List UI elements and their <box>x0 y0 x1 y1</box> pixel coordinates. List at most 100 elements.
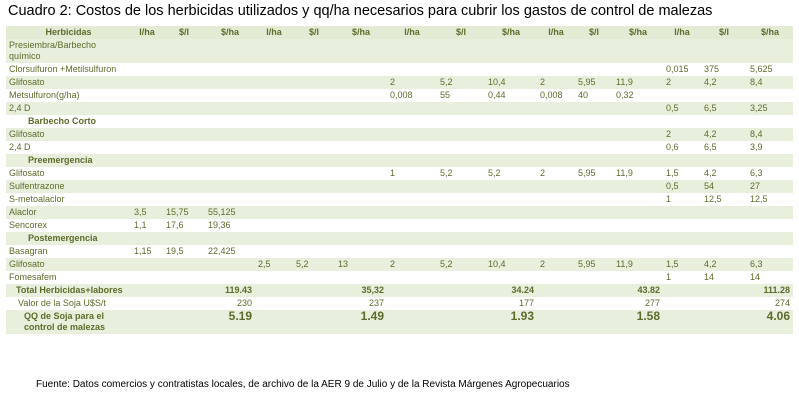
cell <box>701 297 747 310</box>
cell: 11,9 <box>616 259 633 269</box>
cell: 111.28 <box>763 285 790 295</box>
cell: 10,4 <box>488 259 506 269</box>
cell: 1.58 <box>636 310 660 323</box>
row-label: QQ de Soja para el control de malezas <box>24 311 106 332</box>
cell: 277 <box>644 298 660 308</box>
cell: 54 <box>704 181 715 191</box>
cell: 1 <box>666 272 672 282</box>
cell <box>537 310 575 334</box>
cell <box>293 167 335 180</box>
cell <box>537 284 575 297</box>
header-cell: l/ha <box>387 26 437 39</box>
cell <box>255 206 293 219</box>
cell <box>613 39 663 63</box>
cell <box>537 297 575 310</box>
cell <box>131 141 163 154</box>
cell: 27 <box>750 181 761 191</box>
cell <box>485 245 537 258</box>
cell: 2 <box>540 168 546 178</box>
header-cell: $/l <box>293 26 335 39</box>
cell <box>131 39 163 63</box>
cell <box>255 310 293 334</box>
row-label: Metsulfuron(g/ha) <box>9 90 80 100</box>
cell <box>293 271 335 284</box>
cell <box>575 206 613 219</box>
cell <box>131 76 163 89</box>
cell <box>437 63 485 76</box>
cell: 3,5 <box>134 207 147 217</box>
cell <box>163 89 205 102</box>
row-label: Basagran <box>9 246 48 256</box>
cell <box>293 63 335 76</box>
cell <box>663 206 701 219</box>
cell: 0,44 <box>488 90 506 100</box>
cell <box>163 193 205 206</box>
cell <box>131 180 163 193</box>
table-row: Sencorex 1,1 17,6 19,36 <box>6 219 793 232</box>
row-label: Glifosato <box>9 168 45 178</box>
header-cell: $/l <box>163 26 205 39</box>
cell: 119.43 <box>224 285 252 295</box>
row-label: Sulfentrazone <box>9 181 65 191</box>
cell <box>293 141 335 154</box>
cell <box>335 180 387 193</box>
cell <box>387 193 437 206</box>
cell <box>131 63 163 76</box>
cell <box>537 128 575 141</box>
cell <box>613 63 663 76</box>
row-label: Presiembra/Barbecho químico <box>9 40 97 61</box>
cell <box>613 219 663 232</box>
cell <box>485 219 537 232</box>
cell <box>131 297 163 310</box>
cell <box>335 206 387 219</box>
cell <box>335 63 387 76</box>
cell <box>205 271 255 284</box>
cell: 5,95 <box>578 168 596 178</box>
cell <box>575 310 613 334</box>
cell: 0,008 <box>390 90 413 100</box>
cell: 5,2 <box>440 77 453 87</box>
cell <box>205 102 255 115</box>
cell <box>293 39 335 63</box>
cell <box>163 180 205 193</box>
cell: 2 <box>666 77 672 87</box>
cell <box>485 193 537 206</box>
cell <box>163 167 205 180</box>
cell <box>335 76 387 89</box>
cell <box>335 271 387 284</box>
table-row: Clorsulfuron +Metilsulfuron 0,015 375 5,625 <box>6 63 793 76</box>
cell: 1,1 <box>134 220 147 230</box>
table-body: Presiembra/Barbecho químico Clorsulfuron … <box>6 39 793 334</box>
cell <box>575 128 613 141</box>
table-row: Glifosato 2,5 5,2 13 2 5,2 10,4 2 5,95 11,9 1,5 4,2… <box>6 258 793 271</box>
cell <box>485 102 537 115</box>
cell <box>163 39 205 63</box>
cell <box>335 245 387 258</box>
header-cell: $/ha <box>205 26 255 39</box>
cell <box>613 180 663 193</box>
cell: 14 <box>750 272 761 282</box>
cell <box>701 89 747 102</box>
cell: 17,6 <box>166 220 184 230</box>
header-cell: l/ha <box>255 26 293 39</box>
cell <box>205 180 255 193</box>
cell <box>255 63 293 76</box>
cell <box>575 271 613 284</box>
cell: 5.19 <box>228 310 252 323</box>
cell <box>131 284 163 297</box>
cell <box>387 284 437 297</box>
table-row: S-metoalaclor 1 12,5 12,5 <box>6 193 793 206</box>
header-cell: $/l <box>437 26 485 39</box>
cell <box>663 219 701 232</box>
cell <box>163 63 205 76</box>
cell: 11,9 <box>616 77 633 87</box>
cell: 34.24 <box>511 285 534 295</box>
cell <box>387 206 437 219</box>
section-label: Barbecho Corto <box>28 116 97 126</box>
cell <box>437 284 485 297</box>
cell: 5,625 <box>750 64 773 74</box>
cell <box>205 128 255 141</box>
cell <box>663 284 701 297</box>
table-row: Alaclor 3,5 15,75 55,125 <box>6 206 793 219</box>
